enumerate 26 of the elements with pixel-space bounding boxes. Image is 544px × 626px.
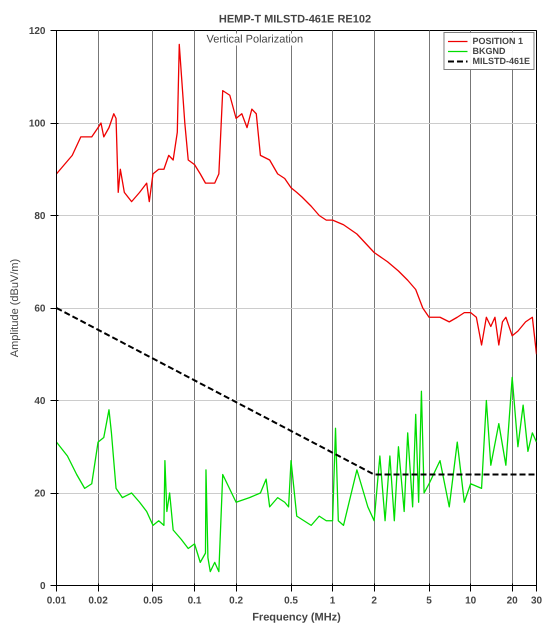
y-tick-label: 20 (34, 488, 46, 500)
x-tick-label: 30 (530, 596, 542, 606)
legend-label: BKGND (472, 46, 506, 56)
chart-title: HEMP-T MILSTD-461E RE102 (218, 14, 372, 26)
x-tick-label: 0.5 (284, 596, 298, 606)
x-axis-title: Frequency (MHz) (252, 612, 342, 624)
x-tick-label: 0.2 (229, 596, 244, 606)
x-tick-label: 0.02 (88, 596, 108, 606)
x-tick-label: 0.01 (46, 596, 67, 606)
legend-label: POSITION 1 (472, 36, 523, 46)
y-tick-label: 60 (34, 304, 46, 314)
y-tick-label: 0 (40, 581, 46, 592)
y-tick-label: 80 (34, 211, 46, 222)
annotation: Vertical Polarization (206, 34, 304, 46)
legend-label: MILSTD-461E (472, 56, 530, 66)
x-tick-label: 20 (506, 596, 518, 606)
x-tick-label: 5 (426, 596, 432, 606)
y-axis-title: Amplitude (dBuV/m) (8, 258, 21, 358)
y-tick-label: 40 (34, 396, 46, 407)
x-tick-label: 10 (465, 596, 477, 606)
x-tick-label: 0.1 (188, 596, 202, 606)
y-tick-label: 120 (28, 26, 46, 37)
x-tick-label: 2 (371, 596, 378, 606)
x-tick-label: 1 (330, 596, 336, 606)
y-tick-label: 100 (28, 118, 46, 130)
x-tick-label: 0.05 (143, 596, 164, 606)
